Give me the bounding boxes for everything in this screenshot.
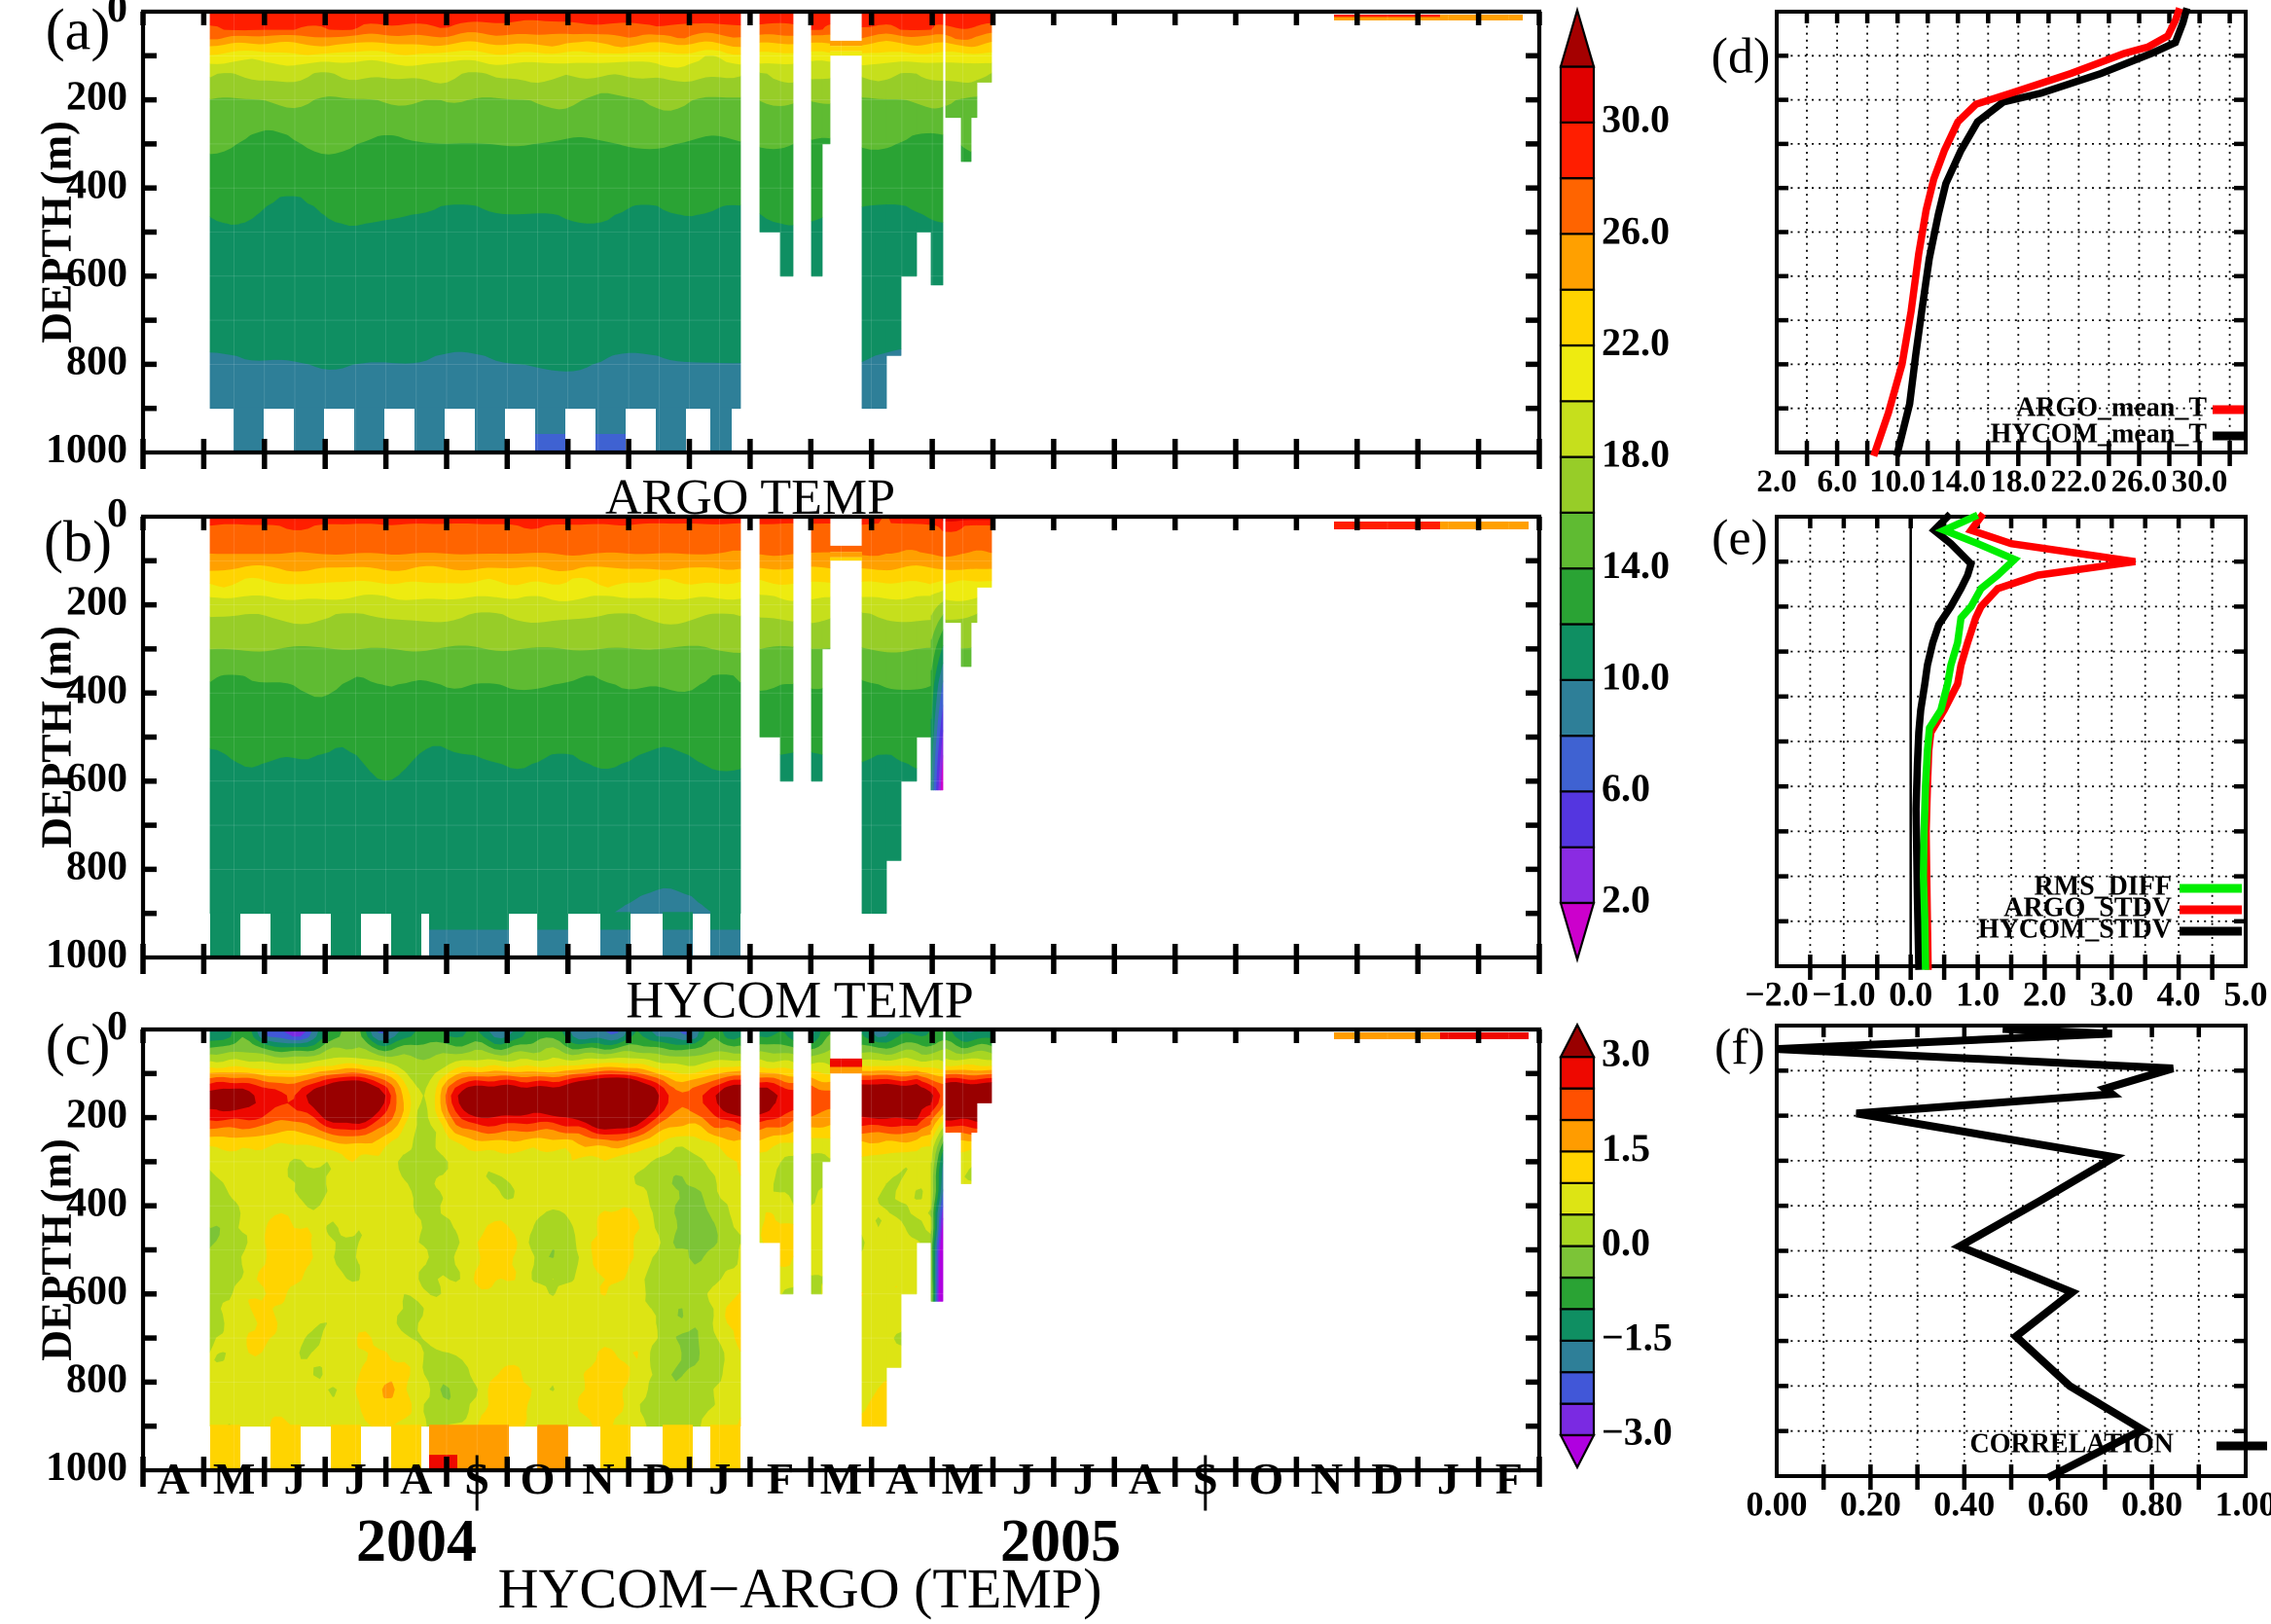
svg-text:2.0: 2.0 bbox=[1602, 878, 1650, 921]
svg-text:400: 400 bbox=[66, 1180, 127, 1225]
svg-text:DEPTH (m): DEPTH (m) bbox=[33, 626, 81, 848]
svg-text:M: M bbox=[820, 1454, 862, 1503]
svg-text:400: 400 bbox=[66, 668, 127, 712]
svg-text:1000: 1000 bbox=[46, 427, 127, 472]
svg-text:0.60: 0.60 bbox=[2028, 1485, 2089, 1524]
svg-text:800: 800 bbox=[66, 844, 127, 888]
svg-text:0.0: 0.0 bbox=[1889, 975, 1932, 1014]
svg-text:−3.0: −3.0 bbox=[1602, 1410, 1673, 1454]
svg-text:HYCOM_STDV: HYCOM_STDV bbox=[1978, 915, 2172, 945]
svg-text:A: A bbox=[400, 1454, 432, 1503]
svg-text:600: 600 bbox=[66, 756, 127, 801]
svg-text:800: 800 bbox=[66, 339, 127, 383]
svg-text:(a): (a) bbox=[46, 0, 111, 61]
svg-text:A: A bbox=[1129, 1454, 1161, 1503]
svg-text:26.0: 26.0 bbox=[1602, 208, 1670, 252]
svg-text:HYCOM TEMP: HYCOM TEMP bbox=[626, 970, 974, 1029]
svg-text:10.0: 10.0 bbox=[1602, 654, 1670, 698]
svg-text:HYCOM_mean_T: HYCOM_mean_T bbox=[1991, 419, 2208, 450]
svg-text:800: 800 bbox=[66, 1356, 127, 1401]
svg-text:D: D bbox=[1371, 1454, 1403, 1503]
svg-text:M: M bbox=[942, 1454, 984, 1503]
svg-text:22.0: 22.0 bbox=[1602, 320, 1670, 364]
svg-text:ARGO_STDV: ARGO_STDV bbox=[2003, 893, 2172, 923]
svg-text:DEPTH (m): DEPTH (m) bbox=[33, 121, 81, 343]
svg-text:3.0: 3.0 bbox=[2090, 975, 2134, 1014]
svg-text:30.0: 30.0 bbox=[2172, 464, 2228, 499]
svg-text:HYCOM−ARGO (TEMP): HYCOM−ARGO (TEMP) bbox=[498, 1557, 1102, 1620]
svg-text:N: N bbox=[1311, 1454, 1343, 1503]
svg-text:0.00: 0.00 bbox=[1747, 1485, 1808, 1524]
svg-text:J: J bbox=[1012, 1454, 1034, 1503]
svg-text:M: M bbox=[213, 1454, 255, 1503]
svg-text:400: 400 bbox=[66, 162, 127, 207]
svg-text:2.0: 2.0 bbox=[2023, 975, 2067, 1014]
svg-text:N: N bbox=[582, 1454, 614, 1503]
svg-text:0.20: 0.20 bbox=[1840, 1485, 1901, 1524]
svg-text:J: J bbox=[344, 1454, 367, 1503]
svg-text:600: 600 bbox=[66, 251, 127, 296]
svg-text:18.0: 18.0 bbox=[1602, 431, 1670, 475]
svg-text:O: O bbox=[1248, 1454, 1283, 1503]
svg-text:A: A bbox=[158, 1454, 190, 1503]
svg-text:0: 0 bbox=[107, 0, 127, 31]
svg-text:0.0: 0.0 bbox=[1602, 1220, 1650, 1264]
svg-text:0.40: 0.40 bbox=[1933, 1485, 1995, 1524]
svg-text:3.0: 3.0 bbox=[1602, 1031, 1650, 1075]
svg-text:−2.0: −2.0 bbox=[1745, 975, 1809, 1014]
svg-text:600: 600 bbox=[66, 1269, 127, 1314]
svg-text:200: 200 bbox=[66, 75, 127, 120]
svg-text:5.0: 5.0 bbox=[2223, 975, 2267, 1014]
svg-text:14.0: 14.0 bbox=[1929, 464, 1986, 499]
svg-text:1.0: 1.0 bbox=[1956, 975, 2000, 1014]
svg-text:F: F bbox=[767, 1454, 794, 1503]
svg-text:1000: 1000 bbox=[46, 1445, 127, 1490]
svg-text:1.5: 1.5 bbox=[1602, 1126, 1650, 1170]
svg-text:−1.5: −1.5 bbox=[1602, 1315, 1673, 1358]
svg-text:0: 0 bbox=[107, 1004, 127, 1049]
svg-text:6.0: 6.0 bbox=[1602, 766, 1650, 810]
svg-text:J: J bbox=[1073, 1454, 1096, 1503]
svg-text:2005: 2005 bbox=[1000, 1508, 1121, 1574]
svg-text:30.0: 30.0 bbox=[1602, 97, 1670, 141]
svg-text:4.0: 4.0 bbox=[2157, 975, 2201, 1014]
svg-text:1000: 1000 bbox=[46, 932, 127, 977]
svg-text:J: J bbox=[1437, 1454, 1460, 1503]
svg-text:2.0: 2.0 bbox=[1756, 464, 1796, 499]
svg-text:(b): (b) bbox=[44, 509, 112, 573]
svg-text:200: 200 bbox=[66, 580, 127, 625]
svg-text:(d): (d) bbox=[1712, 29, 1771, 85]
svg-text:(f): (f) bbox=[1714, 1020, 1765, 1075]
svg-text:DEPTH (m): DEPTH (m) bbox=[33, 1138, 81, 1361]
svg-text:200: 200 bbox=[66, 1093, 127, 1137]
svg-text:10.0: 10.0 bbox=[1869, 464, 1926, 499]
svg-text:O: O bbox=[521, 1454, 556, 1503]
svg-text:6.0: 6.0 bbox=[1817, 464, 1856, 499]
svg-text:A: A bbox=[885, 1454, 918, 1503]
svg-text:0: 0 bbox=[107, 491, 127, 536]
svg-text:1.00: 1.00 bbox=[2216, 1485, 2271, 1524]
svg-text:22.0: 22.0 bbox=[2051, 464, 2108, 499]
svg-text:F: F bbox=[1496, 1454, 1523, 1503]
svg-text:J: J bbox=[283, 1454, 306, 1503]
svg-text:2004: 2004 bbox=[356, 1508, 477, 1574]
svg-text:0.80: 0.80 bbox=[2121, 1485, 2182, 1524]
svg-text:18.0: 18.0 bbox=[1990, 464, 2046, 499]
svg-text:(c): (c) bbox=[46, 1012, 111, 1076]
svg-text:(e): (e) bbox=[1712, 511, 1768, 566]
svg-text:D: D bbox=[643, 1454, 675, 1503]
svg-text:−1.0: −1.0 bbox=[1812, 975, 1876, 1014]
svg-text:26.0: 26.0 bbox=[2111, 464, 2168, 499]
svg-text:14.0: 14.0 bbox=[1602, 543, 1670, 587]
svg-text:J: J bbox=[708, 1454, 731, 1503]
